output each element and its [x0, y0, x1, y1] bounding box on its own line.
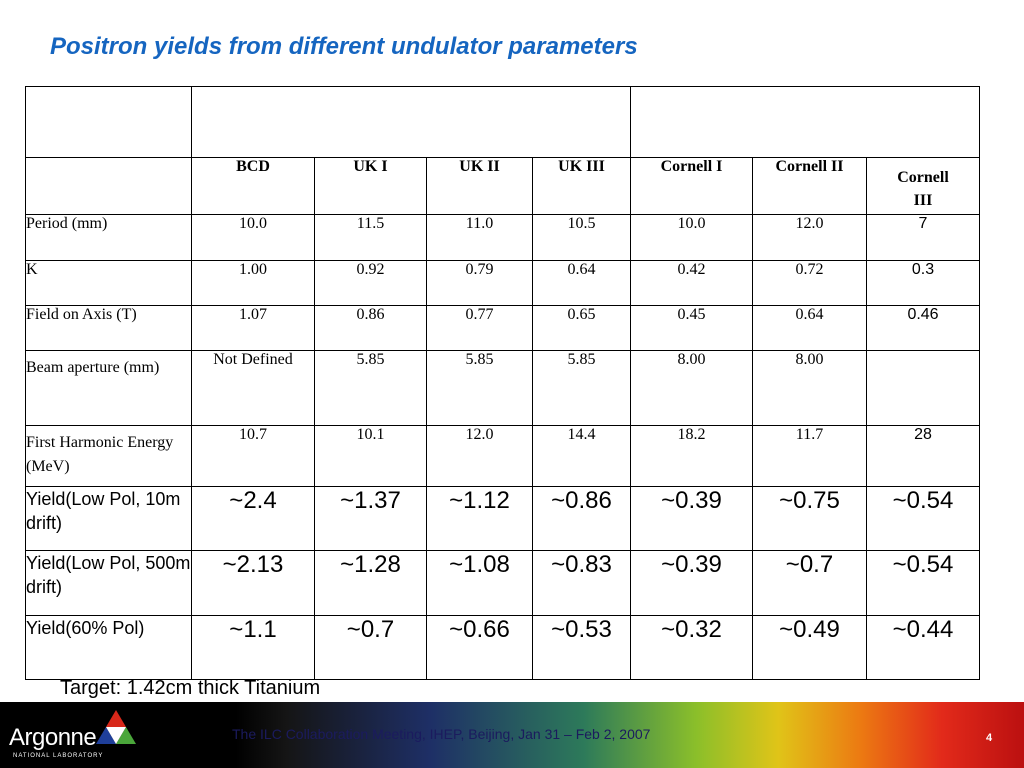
table-cell: 18.2 [630, 425, 753, 487]
table-header-corner [25, 157, 192, 215]
table-cell: 5.85 [532, 350, 631, 426]
table-cell: 0.3 [865, 260, 981, 306]
conference-text: The ILC Collaboration Meeting, IHEP, Bei… [232, 726, 651, 742]
table-row: Yield(Low Pol, 10m drift) ~2.4 ~1.37 ~1.… [25, 486, 981, 551]
table-cell: 11.0 [426, 214, 533, 261]
table-cell: 0.72 [752, 260, 867, 306]
table-cell: 10.7 [191, 425, 315, 487]
table-row: Field on Axis (T) 1.07 0.86 0.77 0.65 0.… [25, 305, 981, 351]
table-group-cell-uk [191, 86, 631, 158]
table-cell: ~0.53 [532, 615, 631, 680]
table-cell: ~0.49 [752, 615, 867, 680]
table-cell: ~0.7 [314, 615, 427, 680]
table-cell: ~0.32 [630, 615, 753, 680]
table-cell: 0.64 [752, 305, 867, 351]
table-cell: 0.46 [865, 305, 981, 351]
table-cell: 0.77 [426, 305, 533, 351]
table-cell [865, 350, 981, 426]
row-label: K [25, 260, 192, 306]
table-cell: 14.4 [532, 425, 631, 487]
row-label: Yield(Low Pol, 500m drift) [25, 550, 192, 616]
column-header-cornell-ii: Cornell II [752, 157, 867, 215]
table-cell: 1.00 [191, 260, 315, 306]
table-row: First Harmonic Energy (MeV) 10.7 10.1 12… [25, 425, 981, 487]
row-label: Yield(Low Pol, 10m drift) [25, 486, 192, 551]
table-row: Period (mm) 10.0 11.5 11.0 10.5 10.0 12.… [25, 214, 981, 261]
table-cell: 5.85 [426, 350, 533, 426]
table-cell: 5.85 [314, 350, 427, 426]
row-label: Period (mm) [25, 214, 192, 261]
row-label: First Harmonic Energy (MeV) [25, 425, 192, 487]
table-cell: 12.0 [426, 425, 533, 487]
table-cell: 11.7 [752, 425, 867, 487]
table-cell: 10.0 [191, 214, 315, 261]
column-header-uk-iii: UK III [532, 157, 631, 215]
footer-bar [0, 702, 1024, 768]
table-cell: 0.65 [532, 305, 631, 351]
table-cell: 28 [865, 425, 981, 487]
table-cell: 0.42 [630, 260, 753, 306]
table-group-cell-cornell [629, 86, 981, 158]
table-cell: 7 [865, 214, 981, 261]
table-cell: 0.64 [532, 260, 631, 306]
table-cell: 8.00 [752, 350, 867, 426]
table-corner-cell [25, 86, 192, 158]
table-cell: 8.00 [630, 350, 753, 426]
table-cell: Not Defined [191, 350, 315, 426]
table-row: K 1.00 0.92 0.79 0.64 0.42 0.72 0.3 [25, 260, 981, 306]
table-row: Yield(Low Pol, 500m drift) ~2.13 ~1.28 ~… [25, 550, 981, 616]
column-header-uk-ii: UK II [426, 157, 533, 215]
slide-title: Positron yields from different undulator… [50, 33, 638, 60]
table-cell: ~2.4 [191, 486, 315, 551]
table-cell: ~1.08 [426, 550, 533, 616]
row-label: Beam aperture (mm) [25, 350, 192, 426]
column-header-uk-i: UK I [314, 157, 427, 215]
table-cell: 0.86 [314, 305, 427, 351]
table-cell: ~1.37 [314, 486, 427, 551]
table-cell: ~0.44 [865, 615, 981, 680]
table-cell: ~0.83 [532, 550, 631, 616]
row-label: Field on Axis (T) [25, 305, 192, 351]
table-cell: ~1.1 [191, 615, 315, 680]
row-label: Yield(60% Pol) [25, 615, 192, 680]
table-cell: 10.1 [314, 425, 427, 487]
argonne-triangle-logo-icon [96, 710, 136, 744]
table-cell: ~0.39 [630, 486, 753, 551]
table-cell: ~0.66 [426, 615, 533, 680]
undulator-parameters-table: BCD UK I UK II UK III Cornell I Cornell … [25, 86, 981, 680]
table-row: Yield(60% Pol) ~1.1 ~0.7 ~0.66 ~0.53 ~0.… [25, 615, 981, 680]
column-header-cornell-iii: Cornell III [865, 157, 981, 215]
table-cell: ~2.13 [191, 550, 315, 616]
table-cell: 12.0 [752, 214, 867, 261]
argonne-logo-text: Argonne [9, 724, 97, 751]
table-row: Beam aperture (mm) Not Defined 5.85 5.85… [25, 350, 981, 426]
table-cell: 0.45 [630, 305, 753, 351]
table-cell: ~0.7 [752, 550, 867, 616]
table-cell: 10.0 [630, 214, 753, 261]
table-header-row: BCD UK I UK II UK III Cornell I Cornell … [25, 157, 981, 215]
page-number: 4 [986, 732, 993, 744]
table-cell: ~0.54 [865, 550, 981, 616]
table-cell: 11.5 [314, 214, 427, 261]
table-cell: ~0.39 [630, 550, 753, 616]
table-cell: ~0.75 [752, 486, 867, 551]
argonne-logo-subtitle: NATIONAL LABORATORY [13, 753, 104, 759]
table-group-row [25, 86, 981, 158]
column-header-cornell-i: Cornell I [630, 157, 753, 215]
table-cell: 0.79 [426, 260, 533, 306]
table-cell: 10.5 [532, 214, 631, 261]
table-cell: 1.07 [191, 305, 315, 351]
table-cell: 0.92 [314, 260, 427, 306]
table-cell: ~1.12 [426, 486, 533, 551]
target-note: Target: 1.42cm thick Titanium [60, 677, 321, 699]
table-cell: ~0.54 [865, 486, 981, 551]
table-cell: ~1.28 [314, 550, 427, 616]
column-header-bcd: BCD [191, 157, 315, 215]
table-cell: ~0.86 [532, 486, 631, 551]
